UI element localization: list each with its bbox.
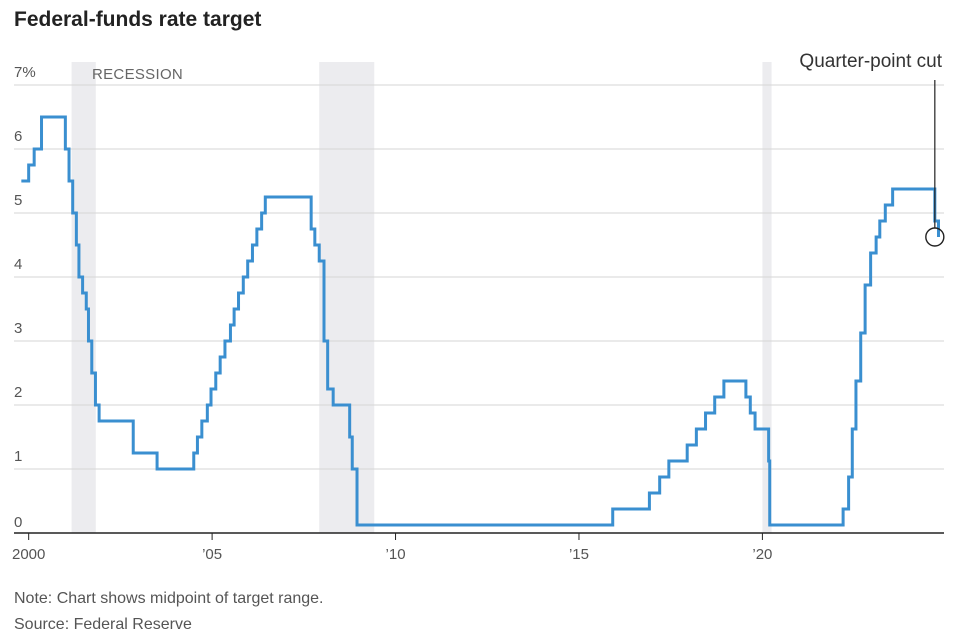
annotation-label: Quarter-point cut (799, 51, 942, 72)
y-tick-label-1: 1 (14, 448, 22, 465)
y-tick-label-0: 0 (14, 514, 22, 531)
x-tick-label-2010: ’10 (386, 546, 406, 563)
recession-bands (71, 62, 772, 533)
y-axis-ticks: 0 1 2 3 4 5 6 7% (14, 64, 36, 531)
chart-source: Source: Federal Reserve (14, 616, 192, 633)
x-tick-label-2000: 2000 (12, 546, 45, 563)
recession-band-1 (319, 62, 375, 533)
chart-note: Note: Chart shows midpoint of target ran… (14, 590, 324, 607)
x-tick-label-2015: ’15 (569, 546, 589, 563)
y-tick-label-4: 4 (14, 256, 22, 273)
annotation-circle (925, 227, 945, 247)
annotation-layer: Quarter-point cut (799, 51, 945, 247)
grid-lines (14, 84, 944, 534)
recession-band-0 (71, 62, 96, 533)
recession-band-2 (762, 62, 772, 533)
y-tick-label-3: 3 (14, 320, 22, 337)
y-tick-label-5: 5 (14, 192, 22, 209)
recession-label: RECESSION (92, 66, 183, 83)
x-tick-label-2020: ’20 (752, 546, 772, 563)
series-line-0 (21, 115, 940, 527)
chart-title: Federal-funds rate target (14, 8, 262, 31)
y-tick-label-7: 7% (14, 64, 36, 81)
x-axis-ticks: 2000 ’05 ’10 ’15 ’20 (12, 533, 772, 563)
y-tick-label-2: 2 (14, 384, 22, 401)
y-tick-label-6: 6 (14, 128, 22, 145)
series-layer (21, 115, 940, 527)
x-tick-label-2005: ’05 (202, 546, 222, 563)
